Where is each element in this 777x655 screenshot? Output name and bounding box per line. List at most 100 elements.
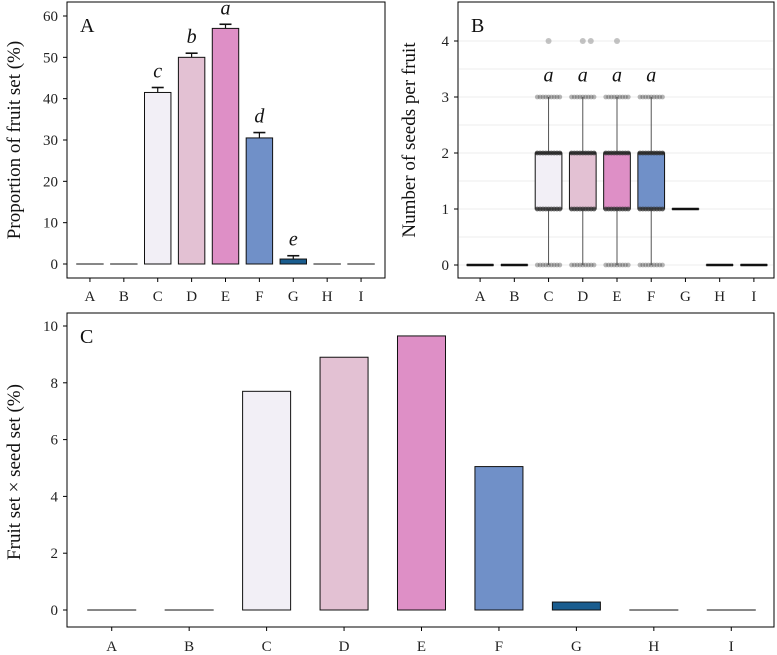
- panel-c-fruit-x-seed-set: C Fruit set × seed set (%) 0 2 4 6 8 10 A B C D E…: [4, 312, 775, 655]
- panel-b-point-D-3-8: [591, 94, 597, 100]
- panel-b-point-E-2-8: [625, 150, 631, 156]
- panel-b-point-C-0-0: [534, 262, 540, 268]
- panel-b-y-axis-title: Number of seeds per fruit: [399, 42, 420, 238]
- panel-a-y-tick-label-0: 0: [51, 257, 59, 273]
- panel-b-point-D-0-7: [588, 262, 594, 268]
- panel-c-bar-E: [396, 335, 447, 611]
- panel-a-y-tick-label-6: 60: [43, 9, 58, 25]
- panel-b-point-F-0-3: [646, 262, 651, 268]
- panel-b-point-F-0-2: [643, 262, 649, 268]
- panel-b-x-tick-label-E: E: [612, 289, 621, 305]
- panel-b-point-D-0-4: [580, 262, 586, 268]
- panel-c-y-tick-label-0: 0: [51, 603, 59, 619]
- panel-b-point-E-0-5: [617, 262, 623, 268]
- panel-b-point-C-2-8: [557, 150, 563, 156]
- panel-b-point-F-3-5: [651, 94, 657, 100]
- panel-a-x-tick-label-F: F: [255, 289, 263, 305]
- panel-a-sig-letter-F: d: [254, 106, 265, 128]
- panel-b-point-E-0-8: [625, 262, 631, 268]
- panel-c-x-tick-label-H: H: [648, 639, 659, 655]
- panel-b-point-C-3-0: [534, 94, 540, 100]
- panel-c-y-tick-label-3: 6: [51, 433, 59, 449]
- panel-b-box-E: [603, 152, 631, 210]
- panel-a-x-tick-label-E: E: [221, 289, 230, 305]
- panel-b-seeds-per-fruit: B Number of seeds per fruit 0 1 2 3 4 A B C D E F…: [399, 1, 775, 305]
- panel-b-x-tick-label-D: D: [577, 289, 588, 305]
- panel-b-point-E-0-6: [620, 262, 626, 268]
- panel-b-point-C-0-1: [537, 262, 543, 268]
- panel-b-point-E-3-6: [620, 94, 626, 100]
- panel-b-point-F-3-2: [643, 94, 649, 100]
- panel-a-sig-letter-C: c: [153, 61, 162, 83]
- panel-a-bar-F: [245, 137, 274, 265]
- panel-b-point-C-3-4: [546, 94, 551, 100]
- panel-a-bar-D: [177, 56, 206, 265]
- panel-a-x-tick-label-C: C: [153, 289, 163, 305]
- panel-c-bar-F: [474, 466, 524, 611]
- panel-c-x-tick-label-F: F: [495, 639, 503, 655]
- panel-b-point-C-1-8: [557, 206, 563, 212]
- panel-b-point-F-3-3: [646, 94, 651, 100]
- panel-b-sig-letter-D: a: [578, 65, 588, 87]
- panel-b-point-D-3-7: [588, 94, 594, 100]
- panel-a-sig-letter-G: e: [289, 229, 298, 251]
- panel-c-y-tick-label-4: 8: [51, 376, 59, 392]
- panel-c-y-tick-label-2: 4: [51, 489, 59, 505]
- panel-c-y-tick-label-1: 2: [51, 546, 59, 562]
- panel-b-point-E-3-8: [625, 94, 631, 100]
- panel-b-point-C-3-5: [548, 94, 554, 100]
- panel-b-point-C-3-1: [537, 94, 543, 100]
- panel-b-y-tick-label-0: 0: [442, 258, 450, 274]
- panel-a-letter: A: [80, 15, 95, 37]
- panel-b-point-C-3-6: [551, 94, 557, 100]
- panel-b-sig-letter-F: a: [646, 65, 656, 87]
- panel-a-sig-letter-E: a: [221, 0, 231, 19]
- panel-a-x-ticks: A B C D E F G H I: [85, 278, 364, 305]
- panel-b-point-C-0-8: [557, 262, 563, 268]
- panel-b-point-F-0-5: [651, 262, 657, 268]
- panel-b-frame: [457, 1, 775, 279]
- panel-a-bar-C: [144, 91, 172, 265]
- panel-b-point-D-3-5: [583, 94, 588, 100]
- panel-b-point-D-3-2: [574, 94, 580, 100]
- panel-c-x-ticks: A B C D E F G H I: [106, 627, 734, 655]
- panel-b-point-E-3-4: [614, 94, 620, 100]
- panel-b-point-D-2-8: [591, 150, 597, 156]
- panel-b-point-D-0-3: [577, 262, 583, 268]
- panel-a-fruit-set: A Proportion of fruit set (%) 0 10 20 30 40 5…: [4, 0, 386, 305]
- panel-b-point-D-3-3: [577, 94, 583, 100]
- panel-a-bar-E: [211, 27, 240, 265]
- panel-c-y-tick-label-5: 10: [43, 319, 58, 335]
- panel-b-sig-letter-E: a: [612, 65, 622, 87]
- panel-a-bar-G: [279, 258, 307, 265]
- panel-b-box-C: [534, 152, 563, 210]
- panel-b-point-F-3-8: [660, 94, 665, 100]
- panel-b-point-F-1-8: [660, 206, 665, 212]
- panel-b-point-E-3-7: [623, 94, 628, 100]
- panel-b-point-F-3-7: [657, 94, 663, 100]
- panel-b-point-E-0-2: [608, 262, 614, 268]
- panel-a-y-tick-label-5: 50: [43, 50, 58, 66]
- panel-b-point-F-0-7: [657, 262, 663, 268]
- panel-b-letter: B: [471, 15, 484, 37]
- panel-b-x-tick-label-B: B: [509, 289, 519, 305]
- panel-a-sig-letter-D: b: [187, 26, 197, 48]
- panel-a-x-tick-label-G: G: [288, 289, 299, 305]
- panel-b-point-F-0-4: [648, 262, 654, 268]
- panel-c-x-tick-label-B: B: [184, 639, 194, 655]
- panel-a-x-tick-label-B: B: [119, 289, 129, 305]
- panel-b-point-C-0-3: [543, 262, 549, 268]
- panel-b-sig-letter-C: a: [544, 65, 554, 87]
- panel-b-point-F-3-4: [648, 94, 654, 100]
- panel-b-point-E-3-0: [603, 94, 609, 100]
- panel-b-point-E-3-3: [611, 94, 617, 100]
- panel-a-x-tick-label-D: D: [186, 289, 197, 305]
- panel-b-point-F-0-1: [640, 262, 646, 268]
- panel-b-point-D-0-1: [571, 262, 577, 268]
- panel-b-x-tick-label-I: I: [751, 289, 756, 305]
- panel-b-y-tick-label-4: 4: [442, 34, 450, 50]
- panel-c-x-tick-label-C: C: [262, 639, 272, 655]
- panel-b-point-F-3-6: [654, 94, 660, 100]
- panel-b-point-C-0-6: [551, 262, 557, 268]
